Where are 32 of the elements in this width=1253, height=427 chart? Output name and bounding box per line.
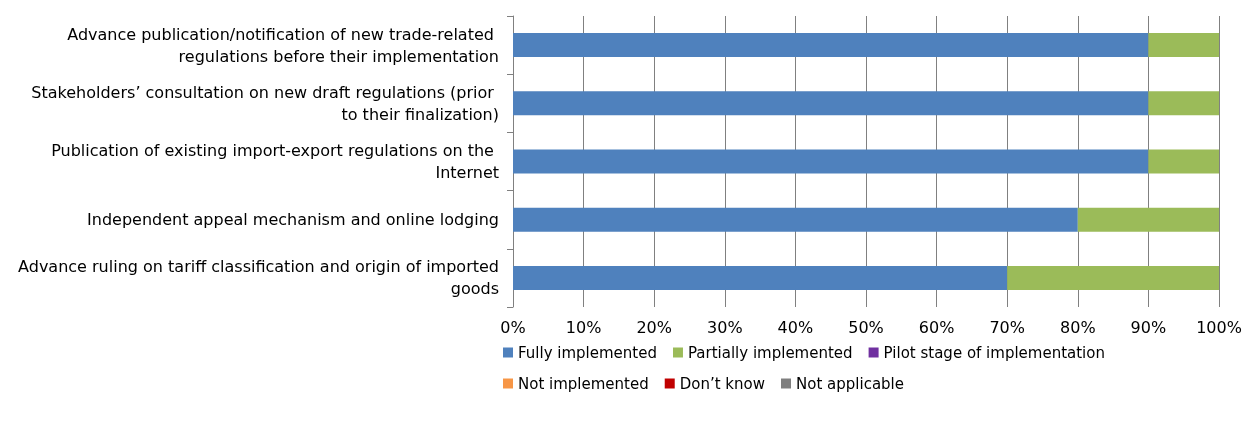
bar [513, 33, 1149, 58]
y-tick-label: Advance ruling on tariff classification and origin of imported goods [18, 257, 499, 299]
x-tick-label: 60% [918, 317, 955, 337]
x-tick-label: 80% [1060, 317, 1096, 337]
legend-label: Don’t know [679, 374, 766, 393]
x-tick-label: 0% [500, 317, 526, 337]
bar [513, 149, 1149, 174]
x-tick-label: 50% [848, 317, 884, 337]
y-tick-label: Publication of existing import-export regulations on the Internet [51, 141, 499, 182]
x-tick-label: 90% [1130, 317, 1167, 337]
y-tick-label: Stakeholders’ consultation on new draft regulations (prior to their finalization) [31, 82, 499, 124]
x-tick-label: 10% [565, 317, 602, 337]
legend-label: Partially implemented [687, 343, 853, 362]
bar [1148, 33, 1219, 58]
legend-label: Not applicable [796, 374, 904, 393]
bar [1077, 207, 1219, 232]
bar [1007, 265, 1219, 290]
x-tick-label: 40% [777, 317, 814, 337]
y-tick-label: Independent appeal mechanism and online lodging [87, 210, 499, 230]
x-tick-label: 100% [1196, 317, 1242, 337]
legend-label: Fully implemented [518, 343, 657, 362]
x-tick-label: 20% [636, 317, 672, 337]
bar [513, 91, 1149, 116]
x-tick-label: 70% [989, 317, 1025, 337]
bar [513, 265, 1008, 290]
x-tick-label: 30% [707, 317, 743, 337]
bar [1148, 149, 1219, 174]
legend-label: Pilot stage of implementation [883, 343, 1105, 362]
bar [1148, 91, 1219, 116]
bar [513, 207, 1078, 232]
y-tick-label: Advance publication/notification of new trade-related regulations before their implementation [67, 24, 499, 66]
legend-label: Not implemented [518, 374, 649, 393]
